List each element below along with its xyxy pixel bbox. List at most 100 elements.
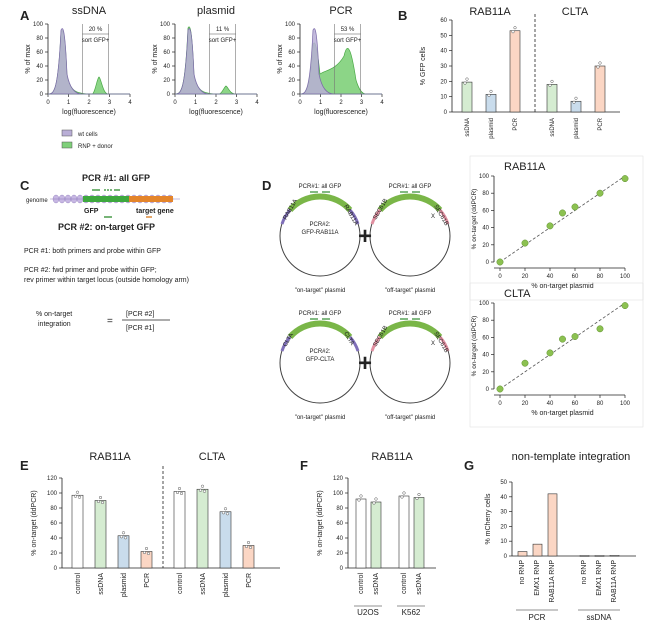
panel-b-bar: [461, 81, 473, 113]
panel-d-0-y-tick-label: 60: [482, 208, 489, 214]
scatter-title: RAB11A: [504, 161, 546, 173]
panel-f-letter: F: [300, 458, 308, 473]
panel-f-bar: [413, 497, 425, 569]
plasmid-gfp-insert: [287, 193, 353, 213]
panel-g-category-label: no RNP: [519, 560, 526, 585]
panel-e-y-tick-label: 120: [47, 476, 58, 482]
panel-a-x-tick-label: 4: [255, 100, 259, 106]
histogram-wt: [174, 28, 257, 95]
panel-b: % GFP cells 0 10 20 30 40 50 60 RAB11A ssDNA plasm…: [420, 6, 620, 139]
panel-a-x-tick-label: 3: [235, 100, 239, 106]
panel-f-point: [374, 497, 378, 501]
gate-label: sort GFP+: [334, 38, 362, 44]
panel-g-bar: [594, 555, 605, 557]
panel-d-letter: D: [262, 178, 271, 193]
scatter-point: [621, 175, 629, 183]
panel-b-bar: [485, 94, 497, 113]
pcr2-label: PCR #2: on-target GFP: [58, 222, 155, 232]
panel-e-bar: [71, 494, 84, 569]
panel-b-point: [598, 61, 602, 65]
panel-f-y-tick-label: 100: [333, 491, 344, 497]
panel-f: RAB11A % on-target (ddPCR) 0 20 40 60 80 100 120…: [317, 451, 436, 617]
panel-b-y-tick-label: 10: [440, 95, 447, 101]
panel-f-category-label: ssDNA: [373, 573, 380, 595]
panel-a-letter: A: [20, 8, 30, 23]
scatter-x-tick-label: 40: [547, 401, 554, 407]
panel-b-y-tick-label: 30: [440, 64, 447, 70]
panel-a-x-tick-label: 3: [108, 100, 112, 106]
panel-a-0-y-tick-label: 20: [36, 78, 43, 84]
panel-b-category-label: ssDNA: [550, 118, 556, 137]
panel-e-category-label: PCR: [144, 573, 151, 588]
panel-b-y-axis-title: % GFP cells: [420, 46, 427, 85]
panel-g-title: non-template integration: [512, 451, 631, 463]
panel-a-x-tick-label: 3: [360, 100, 364, 106]
equation-equals: =: [107, 316, 113, 327]
pcr2-label-line2: GFP-RAB11A: [302, 230, 339, 236]
scatter-point: [496, 385, 504, 393]
panel-g-y-axis-title: % mCherry cells: [485, 493, 492, 544]
plasmid-gfp-insert: [377, 320, 443, 340]
panel-e-point: [121, 531, 126, 535]
panel-b-y-tick-label: 40: [440, 49, 447, 55]
scatter-point: [621, 302, 629, 310]
panel-b-y-tick-label: 20: [440, 79, 447, 85]
gfp-segment: [83, 196, 129, 202]
panel-b-point: [487, 93, 491, 97]
panel-b-bar: [594, 65, 606, 113]
panel-a-x-tick-label: 2: [214, 100, 218, 106]
pcr2-label-line1: PCR#2:: [309, 349, 330, 355]
scatter-point: [596, 325, 604, 333]
panel-a-0-y-tick-label: 0: [40, 92, 44, 98]
panel-e-category-label: ssDNA: [200, 573, 207, 595]
panel-a-x-tick-label: 2: [87, 100, 91, 106]
panel-e-point: [177, 486, 182, 491]
panel-d-1-y-tick-label: 100: [479, 301, 490, 307]
panel-g-y-tick-label: 40: [500, 495, 507, 501]
panel-a-plot-title: plasmid: [197, 5, 235, 17]
equation-numerator: [PCR #2]: [126, 311, 154, 318]
panel-f-group-label: K562: [402, 608, 421, 617]
scatter-x-axis-title: % on-target plasmid: [531, 410, 593, 417]
panel-f-point: [402, 491, 406, 495]
panel-a-0-y-tick-label: 40: [36, 64, 43, 70]
panel-a-1-y-tick-label: 0: [167, 92, 171, 98]
panel-a-y-axis-title: % of max: [152, 44, 159, 74]
pcr1-plasmid-label: PCR#1: all GFP: [299, 184, 342, 190]
panel-a-2-y-tick-label: 0: [292, 92, 296, 98]
panel-g-bar: [547, 493, 558, 557]
panel-e-point: [198, 488, 203, 492]
panel-e-category-label: plasmid: [121, 573, 128, 597]
panel-d-1-y-tick-label: 0: [486, 387, 490, 393]
on-target-label: "on-target" plasmid: [295, 288, 346, 294]
off-target-x-mark: X: [431, 214, 435, 220]
panel-a-2-y-tick-label: 40: [288, 64, 295, 70]
scatter-point: [546, 349, 554, 357]
panel-f-category-label: control: [358, 573, 365, 594]
panel-a-y-axis-title: % of max: [25, 44, 32, 74]
panel-b-point: [489, 89, 493, 93]
panel-e-y-tick-label: 80: [50, 506, 57, 512]
scatter-x-tick-label: 80: [597, 274, 604, 280]
panel-e-point: [200, 484, 205, 488]
panel-d-1-y-tick-label: 20: [482, 370, 489, 376]
scatter-point: [546, 222, 554, 230]
scatter-y-axis-title: % on-target (ddPCR): [471, 189, 478, 250]
panel-e-bar: [94, 500, 107, 569]
panel-g-category-label: RAB11A RNP: [611, 560, 618, 603]
scatter-x-tick-label: 20: [522, 401, 529, 407]
panel-e-bar: [242, 545, 255, 569]
panel-f-category-label: control: [401, 573, 408, 594]
pcr1-plasmid-label: PCR#1: all GFP: [299, 311, 342, 317]
panel-e-category-label: PCR: [246, 573, 253, 588]
panel-g-bar: [532, 543, 543, 557]
panel-g-y-tick-label: 20: [500, 524, 507, 530]
panel-g-category-label: EMX1 RNP: [534, 560, 541, 596]
panel-e-point: [225, 512, 230, 516]
equation-denominator: [PCR #1]: [126, 325, 154, 332]
legend-label-rnp: RNP + donor: [78, 144, 113, 150]
target-gene-label: target gene: [136, 208, 174, 215]
panel-e-point: [202, 489, 207, 493]
scatter-point: [521, 359, 529, 367]
panel-g-y-tick-label: 30: [500, 510, 507, 516]
